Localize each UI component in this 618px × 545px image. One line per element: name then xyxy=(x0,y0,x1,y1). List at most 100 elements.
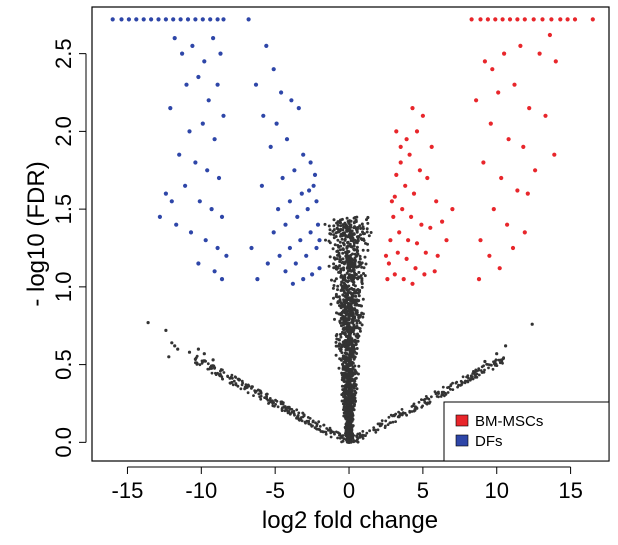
ns-point xyxy=(355,298,359,302)
ns-point xyxy=(342,300,346,304)
ns-arm-point xyxy=(281,406,284,409)
data-point xyxy=(271,67,276,72)
ns-point xyxy=(332,266,336,270)
ns-point xyxy=(360,285,364,289)
ns-point xyxy=(344,298,348,302)
ns-point xyxy=(339,275,343,279)
ns-arm-point xyxy=(329,435,333,439)
ns-point xyxy=(344,292,348,296)
data-point xyxy=(307,188,312,193)
data-point xyxy=(287,245,292,251)
ns-point xyxy=(355,321,359,325)
ns-point xyxy=(333,317,336,321)
ns-point xyxy=(329,302,333,306)
x-tick-label: -10 xyxy=(185,478,217,503)
ns-arm-point xyxy=(219,374,223,377)
ns-point xyxy=(355,319,359,323)
ns-point xyxy=(340,311,344,315)
data-point xyxy=(317,266,322,271)
ns-arm-point xyxy=(361,434,365,438)
ns-arm-point xyxy=(443,394,446,398)
ns-arm-point xyxy=(238,378,242,382)
ns-outlier-point xyxy=(173,344,177,348)
data-point xyxy=(531,17,536,22)
data-point xyxy=(215,17,220,22)
data-point xyxy=(289,98,294,103)
data-point xyxy=(485,17,490,22)
data-point xyxy=(255,277,260,282)
ns-point xyxy=(339,321,342,325)
x-axis-title: log2 fold change xyxy=(262,507,438,534)
ns-point xyxy=(355,235,359,239)
ns-point xyxy=(360,222,364,226)
ns-point xyxy=(344,260,348,264)
ns-point xyxy=(342,414,346,418)
ns-point xyxy=(347,363,351,367)
data-point xyxy=(385,277,390,282)
data-point xyxy=(543,113,548,118)
ns-point xyxy=(353,379,357,383)
ns-arm-point xyxy=(230,376,234,380)
data-point xyxy=(497,266,502,271)
data-point xyxy=(205,168,210,173)
ns-arm-point xyxy=(441,385,445,389)
ns-point xyxy=(345,246,349,250)
ns-point xyxy=(355,230,359,234)
ns-point xyxy=(328,241,332,245)
ns-arm-point xyxy=(376,428,380,432)
data-point xyxy=(474,98,479,103)
ns-arm-point xyxy=(336,431,340,434)
ns-outlier-point xyxy=(167,355,171,359)
ns-point xyxy=(342,378,346,382)
ns-arm-point xyxy=(364,434,367,437)
ns-point xyxy=(351,236,355,240)
ns-arm-point xyxy=(283,405,287,408)
data-point xyxy=(435,253,440,258)
ns-outlier-point xyxy=(211,358,215,362)
data-point xyxy=(183,183,188,188)
ns-point xyxy=(354,334,358,338)
ns-arm-point xyxy=(288,412,292,416)
ns-point xyxy=(346,276,350,280)
ns-arm-point xyxy=(480,365,484,369)
ns-point xyxy=(347,348,351,352)
legend-box xyxy=(443,401,610,462)
ns-point xyxy=(358,329,362,333)
data-point xyxy=(392,272,397,277)
ns-arm-point xyxy=(460,382,464,385)
data-point xyxy=(212,269,217,274)
legend-label-dfs: DFs xyxy=(475,433,503,450)
ns-arm-point xyxy=(387,415,391,419)
ns-arm-point xyxy=(193,357,197,361)
ns-arm-point xyxy=(288,407,292,411)
ns-point xyxy=(354,391,358,395)
data-point xyxy=(219,214,225,219)
ns-point xyxy=(344,425,347,429)
ns-point xyxy=(339,335,343,339)
data-point xyxy=(304,253,309,258)
data-point xyxy=(293,261,298,266)
data-point xyxy=(413,266,418,271)
ns-arm-point xyxy=(372,426,376,429)
ns-point xyxy=(346,241,350,244)
ns-arm-point xyxy=(468,378,472,382)
ns-point xyxy=(340,237,344,241)
data-point xyxy=(219,277,225,282)
data-point xyxy=(515,188,520,193)
ns-arm-point xyxy=(352,434,356,437)
ns-arm-point xyxy=(475,375,479,379)
ns-arm-point xyxy=(267,401,271,405)
ns-point xyxy=(348,262,351,266)
ns-arm-point xyxy=(240,383,244,387)
ns-point xyxy=(352,383,356,387)
ns-arm-point xyxy=(358,433,362,436)
data-point xyxy=(149,17,154,22)
ns-arm-point xyxy=(195,354,199,358)
ns-arm-point xyxy=(206,367,210,371)
ns-point xyxy=(357,270,361,274)
ns-point xyxy=(357,260,361,264)
ns-point xyxy=(333,257,337,261)
ns-point xyxy=(343,326,347,330)
data-point xyxy=(404,137,409,142)
ns-arm-point xyxy=(412,402,416,406)
